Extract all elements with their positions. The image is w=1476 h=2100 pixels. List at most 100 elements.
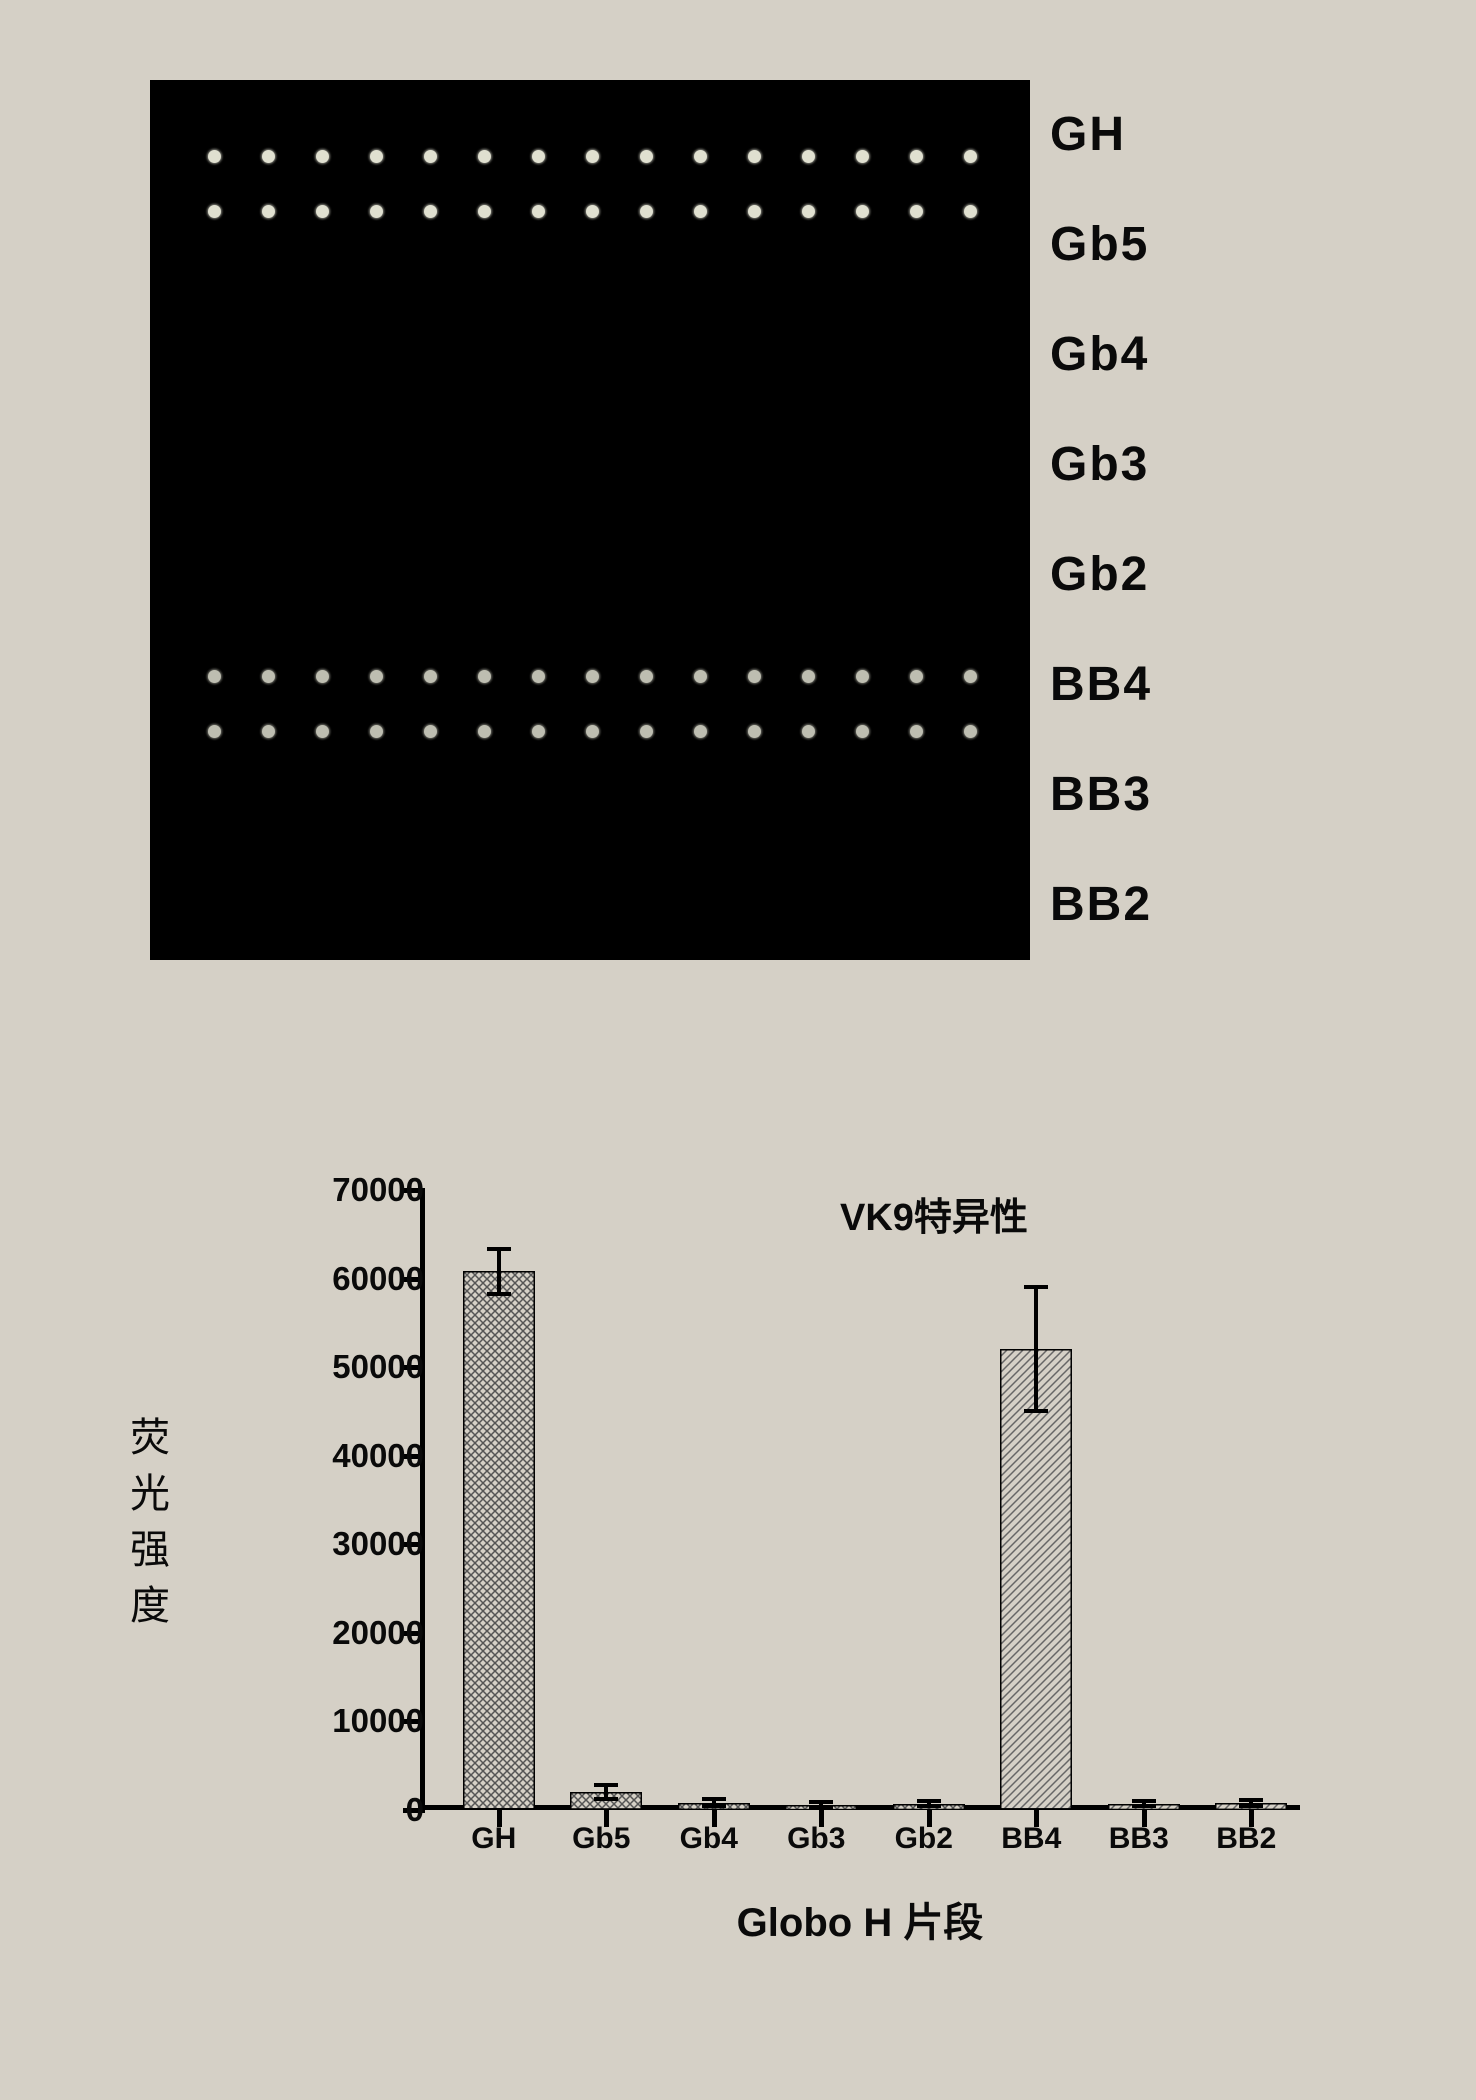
microarray-spot <box>478 150 491 163</box>
microarray-spot <box>532 725 545 738</box>
bar <box>1000 1349 1072 1810</box>
error-bar <box>497 1249 501 1293</box>
y-axis-label: 荧光强度 <box>120 1410 180 1634</box>
error-bar-cap <box>1239 1798 1263 1802</box>
microarray-spot <box>856 670 869 683</box>
microarray-spot <box>370 205 383 218</box>
microarray-spot <box>694 205 707 218</box>
microarray-spot <box>856 725 869 738</box>
microarray-row-label: GH <box>1050 111 1152 159</box>
microarray-spot <box>694 725 707 738</box>
microarray-spot <box>910 670 923 683</box>
microarray-spot <box>208 725 221 738</box>
microarray-spot <box>640 205 653 218</box>
microarray-spot <box>424 725 437 738</box>
microarray-spot <box>262 205 275 218</box>
microarray-spot <box>802 670 815 683</box>
microarray-spot <box>316 725 329 738</box>
x-tick-label: Gb5 <box>572 1822 630 1856</box>
microarray-row-label: BB3 <box>1050 771 1152 819</box>
microarray-spot <box>262 150 275 163</box>
microarray-row-label: BB4 <box>1050 661 1152 709</box>
microarray-spot <box>802 150 815 163</box>
error-bar-cap <box>487 1247 511 1251</box>
microarray-spot <box>478 725 491 738</box>
microarray-spot <box>586 150 599 163</box>
microarray-spot <box>856 205 869 218</box>
microarray-spot <box>532 150 545 163</box>
microarray-spot <box>532 205 545 218</box>
microarray-spot <box>856 150 869 163</box>
error-bar-cap <box>1132 1799 1156 1803</box>
microarray-spot <box>640 725 653 738</box>
y-tick-label: 40000 <box>332 1437 424 1475</box>
error-bar <box>1034 1287 1038 1411</box>
microarray-spot <box>532 670 545 683</box>
microarray-row-labels: GH Gb5 Gb4 Gb3 Gb2 BB4 BB3 BB2 <box>1050 80 1152 960</box>
microarray-spot <box>316 670 329 683</box>
microarray-spot <box>424 205 437 218</box>
error-bar-cap <box>702 1797 726 1801</box>
x-tick-label: Gb2 <box>895 1822 953 1856</box>
x-tick-label: BB2 <box>1216 1822 1276 1856</box>
microarray-spot <box>748 670 761 683</box>
microarray-row-label: Gb3 <box>1050 441 1152 489</box>
microarray-row-label: Gb5 <box>1050 221 1152 269</box>
microarray-spot <box>910 205 923 218</box>
microarray-spot <box>208 205 221 218</box>
microarray-spot <box>640 670 653 683</box>
microarray-panel: GH Gb5 Gb4 Gb3 Gb2 BB4 BB3 BB2 <box>150 80 1300 980</box>
microarray-spot <box>586 725 599 738</box>
microarray-spot <box>802 725 815 738</box>
microarray-spot <box>694 150 707 163</box>
error-bar-cap <box>1024 1409 1048 1413</box>
microarray-spot <box>748 150 761 163</box>
x-tick-label: Gb4 <box>680 1822 738 1856</box>
x-tick-label: Gb3 <box>787 1822 845 1856</box>
microarray-spot <box>208 670 221 683</box>
microarray-spot <box>478 205 491 218</box>
error-bar-cap <box>1239 1804 1263 1808</box>
microarray-spot <box>316 150 329 163</box>
microarray-row-label: Gb2 <box>1050 551 1152 599</box>
bar <box>463 1271 535 1810</box>
error-bar-cap <box>809 1800 833 1804</box>
microarray-spot <box>370 725 383 738</box>
microarray-spot <box>910 150 923 163</box>
microarray-spot <box>640 150 653 163</box>
x-tick-label: BB3 <box>1109 1822 1169 1856</box>
microarray-spot <box>208 150 221 163</box>
microarray-image <box>150 80 1030 960</box>
y-tick-label: 0 <box>406 1791 424 1829</box>
microarray-spot <box>478 670 491 683</box>
microarray-spot <box>910 725 923 738</box>
y-tick-label: 10000 <box>332 1702 424 1740</box>
microarray-spot <box>748 205 761 218</box>
y-tick-label: 50000 <box>332 1348 424 1386</box>
microarray-spot <box>424 150 437 163</box>
microarray-spot <box>964 150 977 163</box>
bar-chart: 荧光强度 VK9特异性 Globo H 片段 01000020000300004… <box>120 1190 1360 2010</box>
x-tick-label: GH <box>471 1822 516 1856</box>
chart-axes <box>420 1190 1300 1810</box>
microarray-spot <box>370 670 383 683</box>
microarray-spot <box>964 205 977 218</box>
microarray-spot <box>748 725 761 738</box>
microarray-spot <box>262 670 275 683</box>
error-bar-cap <box>917 1799 941 1803</box>
microarray-row-label: BB2 <box>1050 881 1152 929</box>
x-axis-label: Globo H 片段 <box>420 1890 1300 1948</box>
microarray-spot <box>262 725 275 738</box>
y-tick-label: 30000 <box>332 1525 424 1563</box>
x-tick-label: BB4 <box>1001 1822 1061 1856</box>
y-tick-label: 20000 <box>332 1614 424 1652</box>
microarray-row-label: Gb4 <box>1050 331 1152 379</box>
y-tick-label: 70000 <box>332 1171 424 1209</box>
microarray-spot <box>694 670 707 683</box>
error-bar-cap <box>594 1797 618 1801</box>
microarray-spot <box>964 670 977 683</box>
error-bar-cap <box>594 1783 618 1787</box>
error-bar-cap <box>702 1804 726 1808</box>
microarray-spot <box>964 725 977 738</box>
y-tick-label: 60000 <box>332 1260 424 1298</box>
